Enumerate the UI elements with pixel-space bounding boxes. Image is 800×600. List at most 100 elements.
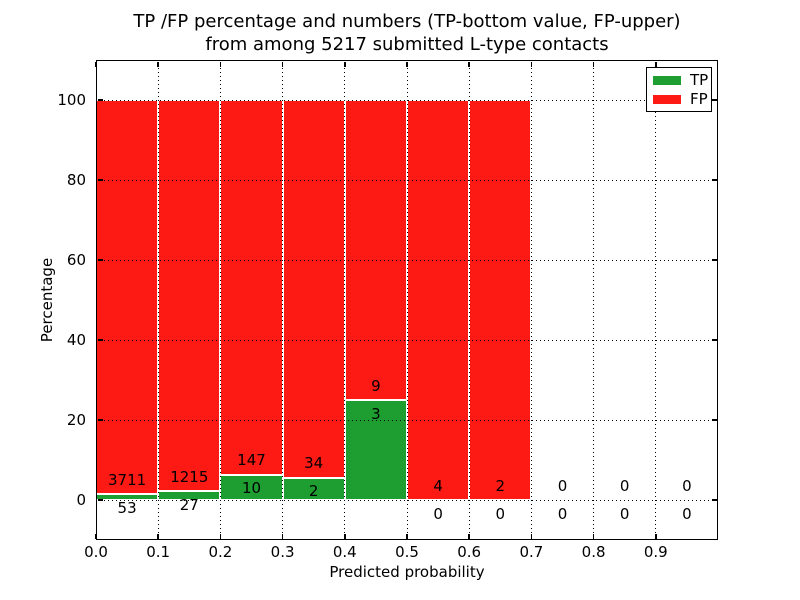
x-tick-mark	[530, 533, 533, 539]
gridline-vertical	[593, 60, 595, 540]
legend-swatch-fp-icon	[653, 95, 681, 104]
x-tick-mark	[406, 61, 408, 67]
x-tick-label: 0.8	[581, 543, 606, 561]
bars-layer	[96, 60, 718, 540]
count-label-fp: 0	[682, 476, 692, 495]
count-label-tp: 27	[179, 495, 199, 514]
axes-frame	[96, 60, 718, 540]
y-tick-mark	[711, 419, 717, 421]
x-tick-mark	[157, 533, 159, 539]
count-labels-layer: 3711 53 1215 27 147 10 34 2 9 3 4 0 2 0 0 0 0 0 0 0	[96, 60, 718, 540]
x-tick-mark	[344, 533, 346, 539]
x-tick-mark	[344, 61, 346, 67]
legend-item-tp: TP	[647, 71, 711, 90]
count-label-tp: 2	[308, 482, 319, 501]
x-tick-label: 0.9	[643, 543, 668, 561]
x-tick-label: 0.6	[457, 543, 482, 561]
bar-segment-tp	[282, 477, 345, 500]
x-tick-mark	[655, 61, 657, 67]
x-tick-mark	[530, 61, 533, 67]
y-tick-mark	[97, 259, 103, 261]
gridline-vertical	[655, 60, 657, 540]
count-label-fp: 2	[495, 476, 506, 495]
count-label-tp: 0	[433, 504, 443, 523]
legend-item-fp: FP	[647, 90, 711, 109]
gridline-vertical	[344, 60, 346, 540]
bar-segment-tp	[220, 474, 283, 500]
y-tick-label: 0	[76, 491, 86, 509]
y-tick-mark	[97, 99, 103, 101]
gridline-vertical	[406, 60, 408, 540]
bar-segment-fp	[282, 100, 345, 478]
y-tick-mark	[97, 339, 103, 341]
count-label-tp: 0	[682, 504, 692, 523]
y-tick-mark	[711, 99, 717, 101]
y-axis-label: Percentage	[38, 257, 56, 343]
x-tick-mark	[592, 61, 595, 67]
y-tick-mark	[97, 499, 103, 501]
bar-segment-tp	[344, 400, 407, 500]
count-label-fp: 3711	[108, 470, 147, 489]
x-tick-mark	[406, 533, 408, 539]
count-label-fp: 0	[557, 476, 568, 495]
count-label-fp: 4	[433, 476, 443, 495]
y-tick-label: 20	[66, 411, 86, 429]
count-label-tp: 10	[241, 479, 262, 498]
gridline-vertical	[530, 60, 532, 540]
gridline-vertical	[282, 60, 284, 540]
y-tick-mark	[97, 179, 103, 181]
x-tick-label: 0.4	[332, 543, 357, 561]
y-tick-label: 60	[66, 251, 86, 269]
bar-segment-fp	[407, 100, 470, 500]
x-tick-mark	[281, 533, 284, 539]
gridline-vertical	[468, 60, 470, 540]
count-label-fp: 34	[304, 454, 324, 473]
count-label-fp: 9	[371, 376, 381, 395]
x-tick-label: 0.7	[519, 543, 544, 561]
count-label-tp: 0	[619, 504, 630, 523]
y-tick-mark	[711, 179, 717, 181]
chart-title-line1: TP /FP percentage and numbers (TP-bottom…	[133, 11, 681, 32]
x-tick-label: 0.3	[270, 543, 295, 561]
count-label-tp: 0	[557, 504, 568, 523]
x-tick-mark	[468, 533, 470, 539]
x-tick-mark	[219, 61, 222, 67]
legend-label-fp: FP	[690, 90, 708, 108]
x-tick-mark	[468, 61, 470, 67]
bar-segment-fp	[220, 100, 283, 475]
y-tick-label: 40	[66, 331, 86, 349]
plot-area: 3711 53 1215 27 147 10 34 2 9 3 4 0 2 0 0 0 0 0 0 0 TP FP	[95, 60, 718, 540]
legend-swatch-tp-icon	[653, 76, 681, 85]
count-label-tp: 0	[495, 504, 506, 523]
bar-segment-fp	[158, 100, 221, 492]
y-tick-mark	[711, 499, 717, 501]
gridline-vertical	[157, 60, 159, 540]
count-label-tp: 3	[371, 404, 381, 423]
x-tick-mark	[157, 61, 159, 67]
x-tick-mark	[592, 533, 595, 539]
x-tick-label: 0.2	[208, 543, 233, 561]
y-tick-mark	[97, 419, 103, 421]
y-tick-mark	[711, 259, 717, 261]
x-tick-mark	[281, 61, 284, 67]
y-tick-label: 80	[66, 171, 86, 189]
chart-title-line2: from among 5217 submitted L-type contact…	[205, 34, 609, 55]
x-tick-label: 0.5	[395, 543, 419, 561]
legend: TP FP	[646, 67, 712, 112]
gridline-vertical	[219, 60, 221, 540]
y-tick-label: 100	[57, 91, 86, 109]
x-tick-mark	[219, 533, 222, 539]
count-label-fp: 147	[237, 451, 266, 470]
legend-label-tp: TP	[690, 71, 709, 89]
x-tick-mark	[655, 533, 657, 539]
x-axis-label: Predicted probability	[329, 563, 485, 581]
x-tick-label: 0.0	[84, 543, 108, 561]
count-label-tp: 53	[117, 498, 137, 517]
count-label-fp: 0	[619, 476, 630, 495]
y-tick-mark	[711, 339, 717, 341]
count-label-fp: 1215	[170, 467, 209, 486]
grid-layer	[96, 60, 718, 540]
x-tick-label: 0.1	[146, 543, 171, 561]
bar-segment-fp	[344, 100, 407, 400]
